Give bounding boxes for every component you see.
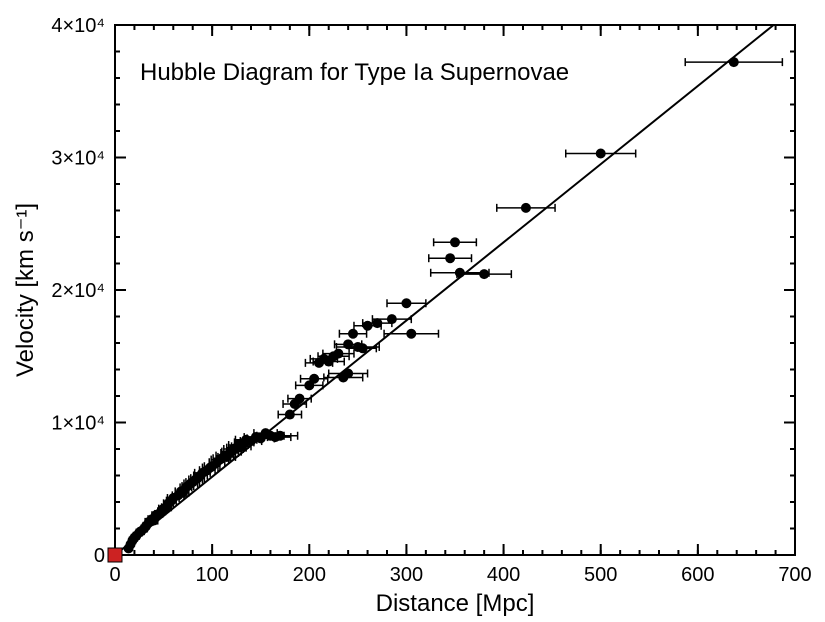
data-point xyxy=(343,368,353,378)
x-tick-label: 0 xyxy=(109,564,120,586)
data-point xyxy=(333,349,343,359)
x-tick-label: 600 xyxy=(681,564,714,586)
x-tick-label: 400 xyxy=(487,564,520,586)
x-axis-title: Distance [Mpc] xyxy=(376,590,535,617)
data-point xyxy=(387,314,397,324)
y-tick-label: 4×10⁴ xyxy=(51,15,105,37)
fit-line xyxy=(115,25,774,555)
y-tick-label: 3×10⁴ xyxy=(51,148,105,170)
data-point xyxy=(450,237,460,247)
data-point xyxy=(309,374,319,384)
hubble-chart: 0 100 200 300 400 500 600 700 0 1×10⁴ 2×10⁴ 3×10⁴ 4×… xyxy=(0,0,825,622)
data-point xyxy=(285,410,295,420)
data-point xyxy=(445,253,455,263)
data-point xyxy=(729,57,739,67)
data-point xyxy=(295,394,305,404)
x-tick-label: 500 xyxy=(584,564,617,586)
data-point xyxy=(406,329,416,339)
x-tick-label: 300 xyxy=(390,564,423,586)
x-tick-label: 100 xyxy=(195,564,228,586)
data-point xyxy=(596,149,606,159)
data-point xyxy=(348,329,358,339)
y-tick-label: 0 xyxy=(94,545,105,567)
y-tick-label: 1×10⁴ xyxy=(51,413,105,435)
data-point xyxy=(521,203,531,213)
chart-container: 0 100 200 300 400 500 600 700 0 1×10⁴ 2×10⁴ 3×10⁴ 4×… xyxy=(0,0,825,622)
data-point xyxy=(401,298,411,308)
data-point xyxy=(358,343,368,353)
data-point xyxy=(363,321,373,331)
data-point xyxy=(275,431,285,441)
y-axis-title: Velocity [km s⁻¹] xyxy=(12,203,39,377)
x-tick-label: 200 xyxy=(293,564,326,586)
x-tick-label: 700 xyxy=(778,564,811,586)
chart-title: Hubble Diagram for Type Ia Supernovae xyxy=(140,59,569,86)
data-point xyxy=(479,269,489,279)
origin-marker xyxy=(108,548,122,562)
y-tick-label: 2×10⁴ xyxy=(51,280,105,302)
